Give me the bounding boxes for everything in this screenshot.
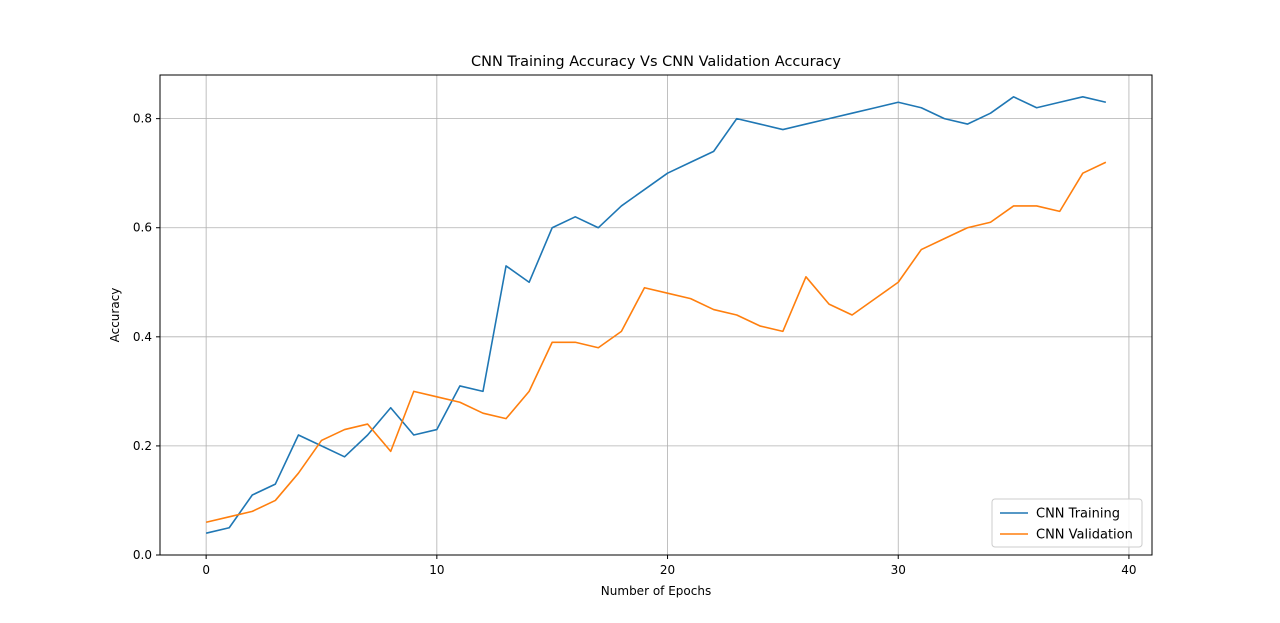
x-tick-label: 0	[202, 563, 210, 577]
x-tick-label: 10	[429, 563, 444, 577]
x-tick-label: 20	[660, 563, 675, 577]
legend-entry: CNN Training	[1036, 507, 1120, 522]
grid-lines	[160, 75, 1152, 556]
y-tick-label: 0.0	[133, 548, 152, 562]
plot-area-frame	[159, 74, 1153, 556]
series-lines	[205, 96, 1107, 534]
y-tick-label: 0.4	[133, 330, 152, 344]
y-tick-label: 0.2	[133, 439, 152, 453]
x-tick-label: 40	[1121, 563, 1136, 577]
axis-ticks: 0 10 20 30 40 0.0 0.2 0.4 0.6 0.8	[133, 112, 1137, 577]
legend-box	[991, 498, 1143, 548]
x-axis-label: Number of Epochs	[601, 584, 711, 598]
x-tick-label: 30	[891, 563, 906, 577]
y-tick-label: 0.8	[133, 112, 152, 126]
legend: CNN Training CNN Validation	[991, 498, 1143, 548]
series-line-validation	[205, 161, 1107, 524]
legend-entry: CNN Validation	[1036, 528, 1133, 543]
series-line-training	[205, 96, 1107, 534]
chart-title: CNN Training Accuracy Vs CNN Validation …	[471, 54, 841, 70]
y-tick-label: 0.6	[133, 221, 152, 235]
y-axis-label: Accuracy	[108, 288, 122, 343]
